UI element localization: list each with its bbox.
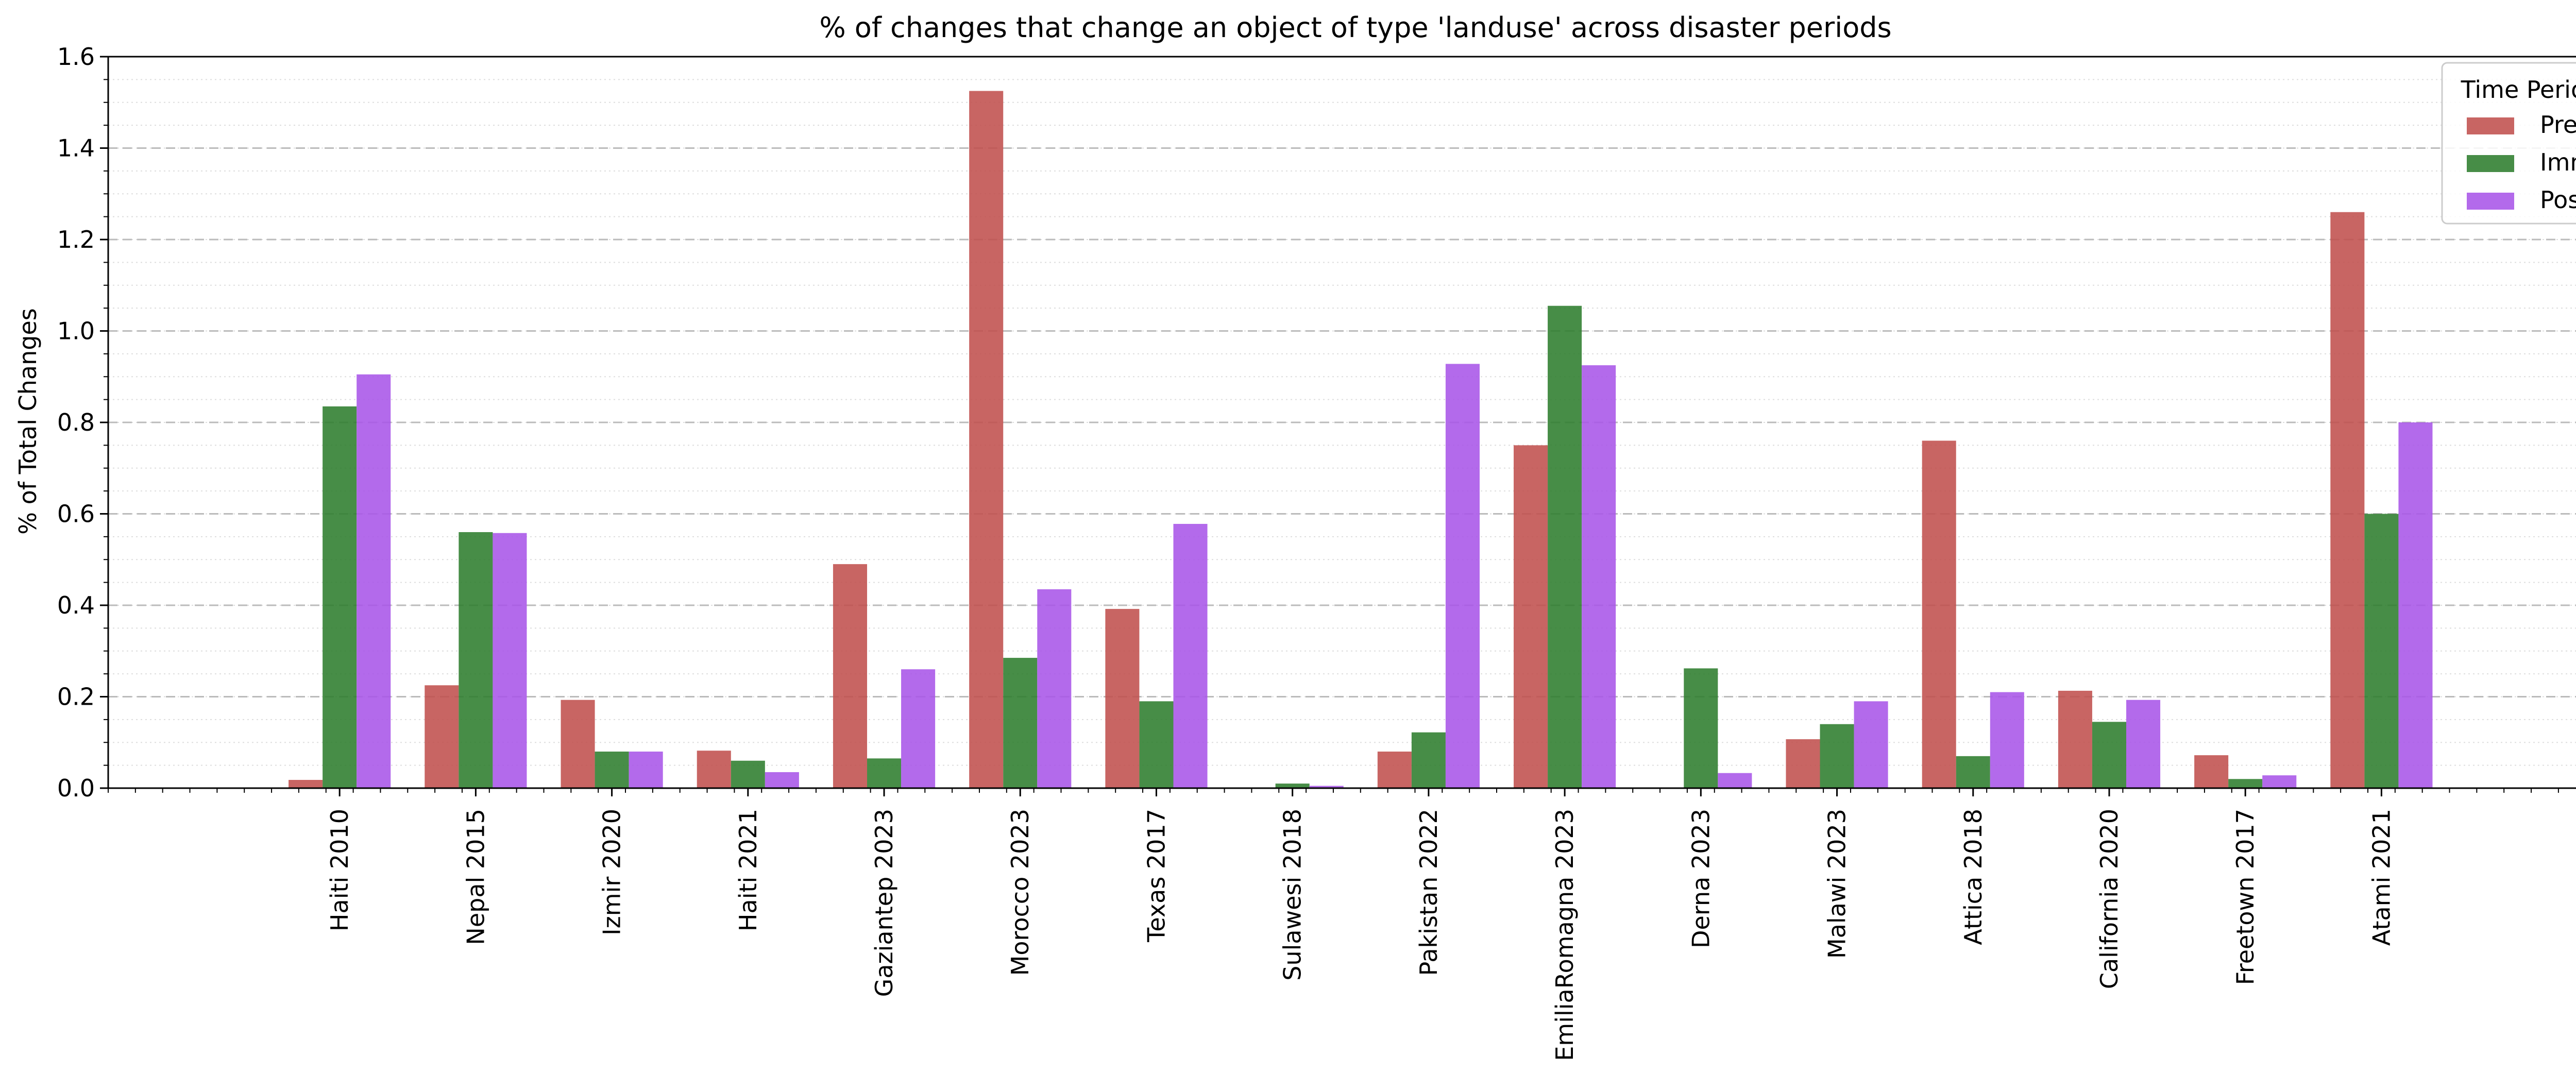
legend-label-imm: Imm	[2540, 148, 2576, 176]
legend-swatch-post	[2467, 193, 2514, 210]
legend-swatch-pre	[2467, 117, 2514, 134]
legend-label-post: Post	[2540, 186, 2576, 214]
y-tick-label: 1.4	[57, 134, 95, 162]
x-tick-label: Morocco 2023	[1006, 809, 1034, 976]
x-tick-label: Attica 2018	[1959, 809, 1987, 945]
chart-title: % of changes that change an object of ty…	[819, 11, 1891, 44]
x-tick-label: Malawi 2023	[1823, 809, 1851, 959]
bar-post	[2398, 422, 2433, 788]
bar-pre	[1786, 739, 1820, 788]
bar-post	[493, 533, 527, 788]
bar-post	[1718, 773, 1752, 788]
x-tick-label: Pakistan 2022	[1415, 809, 1443, 976]
bar-post	[1990, 692, 2024, 788]
legend: Time Period Pre Imm Post	[2441, 62, 2576, 225]
legend-frame	[2441, 62, 2576, 225]
bar-pre	[833, 564, 868, 788]
legend-swatch-imm	[2467, 155, 2514, 172]
x-tick-label: Izmir 2020	[598, 809, 626, 935]
bar-post	[1309, 786, 1344, 788]
y-tick-label: 0.2	[57, 683, 95, 711]
bar-post	[357, 374, 391, 788]
bar-imm	[2364, 514, 2399, 788]
axes: 0.0 0.2 0.4 0.6 0.8 1.0 1.2 1.4 1.6 Haiti 2010 Nep…	[57, 43, 2576, 1061]
bar-imm	[1275, 784, 1310, 788]
x-tick-label: Derna 2023	[1687, 809, 1715, 948]
bar-imm	[459, 532, 493, 788]
bar-imm	[1684, 668, 1718, 788]
bar-post	[765, 772, 799, 788]
bar-imm	[1820, 724, 1854, 788]
bar-pre	[2330, 212, 2365, 788]
bar-imm	[867, 758, 902, 788]
bar-pre	[1105, 609, 1140, 788]
bar-post	[1445, 364, 1480, 788]
x-tick-label: California 2020	[2095, 809, 2123, 989]
bars	[289, 91, 2433, 788]
x-tick-label: Gaziantep 2023	[870, 809, 898, 997]
x-tick-label: Sulawesi 2018	[1279, 809, 1307, 981]
plot-frame	[107, 56, 2576, 789]
bar-post	[1037, 589, 1072, 788]
bar-post	[1582, 365, 1616, 788]
bar-pre	[1514, 445, 1548, 788]
bar-imm	[731, 760, 765, 788]
bar-pre	[425, 685, 459, 788]
bar-pre	[561, 700, 595, 788]
y-tick-label: 1.0	[57, 317, 95, 345]
y-tick-label: 0.4	[57, 591, 95, 619]
bar-imm	[323, 406, 357, 788]
bar-pre	[289, 780, 323, 788]
x-tick-label: Atami 2021	[2367, 809, 2395, 946]
bar-imm	[1411, 732, 1446, 788]
bar-post	[901, 669, 936, 788]
y-tick-label: 0.6	[57, 500, 95, 528]
bar-pre	[1377, 752, 1412, 788]
x-tick-label: Nepal 2015	[462, 809, 489, 945]
y-axis-label: % of Total Changes	[14, 308, 42, 534]
bar-post	[2262, 775, 2297, 788]
bar-imm	[2092, 722, 2127, 788]
y-tick-label: 0.8	[57, 408, 95, 436]
x-tick-label: Texas 2017	[1142, 809, 1170, 943]
x-tick-label: Freetown 2017	[2231, 809, 2259, 985]
bar-post	[1854, 701, 1888, 788]
bar-post	[2126, 700, 2161, 788]
bar-post	[629, 752, 663, 788]
bar-pre	[969, 91, 1004, 788]
legend-label-pre: Pre	[2540, 111, 2576, 139]
bar-pre	[697, 751, 731, 788]
bar-post	[1173, 524, 1208, 788]
bar-imm	[1548, 305, 1582, 788]
y-tick-label: 1.2	[57, 226, 95, 253]
y-tick-label: 0.0	[57, 774, 95, 802]
bar-imm	[595, 752, 629, 788]
x-tick-label: Haiti 2021	[734, 809, 762, 931]
bar-imm	[1956, 756, 1990, 788]
x-tick-label: Haiti 2010	[326, 809, 353, 931]
bar-pre	[1922, 440, 1956, 788]
y-tick-label: 1.6	[57, 43, 95, 71]
bar-imm	[1139, 701, 1174, 788]
x-tick-label: EmiliaRomagna 2023	[1551, 809, 1579, 1061]
bar-imm	[1003, 658, 1038, 788]
legend-title: Time Period	[2461, 76, 2576, 104]
bar-imm	[2228, 779, 2263, 788]
bar-pre	[2194, 755, 2229, 788]
bar-pre	[2058, 690, 2092, 788]
